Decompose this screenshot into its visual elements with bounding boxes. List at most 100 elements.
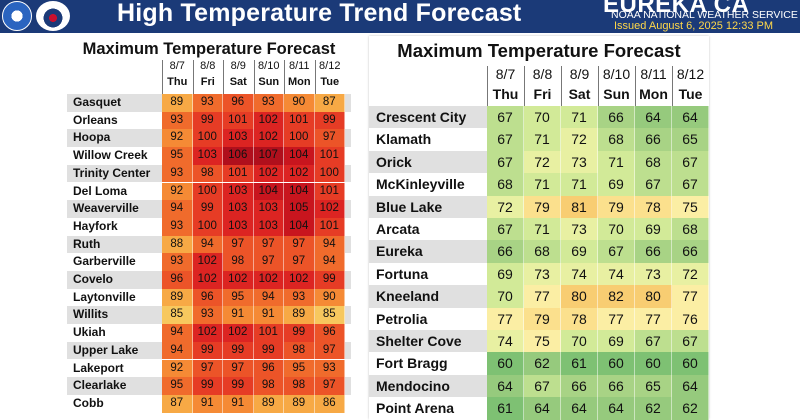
temperature-cell: 89 xyxy=(253,394,284,413)
temperature-cell: 99 xyxy=(223,341,254,360)
temperature-cell: 89 xyxy=(162,94,193,112)
temperature-cell: 104 xyxy=(284,217,315,236)
station-name: Lakeport xyxy=(73,360,124,375)
table-row: Point Arena 61 64 64 64 62 62 xyxy=(369,397,709,420)
temperature-cell: 102 xyxy=(253,111,284,130)
temperature-cell: 75 xyxy=(524,330,561,353)
temperature-cell: 99 xyxy=(284,324,315,342)
temperature-cell: 102 xyxy=(314,200,345,218)
left-table-title: Maximum Temperature Forecast xyxy=(82,40,336,58)
column-divider xyxy=(223,60,224,94)
temperature-cell: 76 xyxy=(672,307,709,330)
temperature-cell: 72 xyxy=(524,150,561,174)
station-name: Eureka xyxy=(376,243,423,260)
temperature-cell: 101 xyxy=(284,111,315,130)
temperature-cell: 72 xyxy=(487,195,524,218)
temperature-cell: 102 xyxy=(253,271,284,289)
temperature-cell: 90 xyxy=(284,94,315,112)
temperature-cell: 77 xyxy=(598,307,635,330)
temperature-cell: 85 xyxy=(314,306,345,325)
column-date: 8/7 xyxy=(169,60,185,72)
column-day: Tue xyxy=(678,86,703,102)
temperature-cell: 97 xyxy=(253,235,284,254)
temperature-cell: 66 xyxy=(598,374,635,398)
temperature-cell: 70 xyxy=(487,285,524,308)
temperature-cell: 104 xyxy=(253,182,284,201)
temperature-cell: 79 xyxy=(524,195,561,218)
column-divider xyxy=(192,60,194,94)
temperature-cell: 77 xyxy=(635,307,672,330)
temperature-cell: 67 xyxy=(672,150,709,174)
temperature-cell: 103 xyxy=(253,200,284,218)
temperature-cell: 61 xyxy=(561,352,598,375)
station-name: McKinleyville xyxy=(376,176,465,193)
temperature-cell: 99 xyxy=(253,341,284,360)
station-name: Clearlake xyxy=(73,378,127,393)
temperature-cell: 62 xyxy=(635,397,672,420)
temperature-cell: 89 xyxy=(284,306,315,325)
temperature-cell: 100 xyxy=(284,129,315,148)
temperature-cell: 60 xyxy=(672,352,709,375)
temperature-cell: 61 xyxy=(487,397,524,420)
temperature-cell: 69 xyxy=(635,218,672,241)
temperature-cell: 79 xyxy=(524,307,561,330)
table-row: Klamath 67 71 72 68 66 65 xyxy=(369,128,709,151)
temperature-cell: 67 xyxy=(672,330,709,353)
temperature-cell: 102 xyxy=(192,271,223,289)
station-name: Cobb xyxy=(73,395,104,410)
temperature-cell: 103 xyxy=(192,147,223,165)
temperature-cell: 97 xyxy=(223,235,254,254)
temperature-cell: 71 xyxy=(524,218,561,241)
temperature-cell: 99 xyxy=(192,341,223,360)
temperature-cell: 93 xyxy=(162,164,193,183)
column-divider xyxy=(487,66,488,106)
column-day: Sun xyxy=(258,76,280,88)
temperature-cell: 101 xyxy=(314,182,345,201)
temperature-cell: 97 xyxy=(223,359,254,378)
temperature-cell: 94 xyxy=(314,235,345,254)
temperature-cell: 67 xyxy=(635,173,672,196)
temperature-cell: 93 xyxy=(162,111,193,130)
column-divider xyxy=(524,66,525,106)
temperature-cell: 67 xyxy=(672,173,709,196)
temperature-cell: 99 xyxy=(192,377,223,395)
table-row: Weaverville 94 99 103 103 105 102 xyxy=(67,200,351,218)
temperature-cell: 105 xyxy=(284,200,315,218)
temperature-cell: 94 xyxy=(192,235,223,254)
station-name: Point Arena xyxy=(376,400,455,417)
temperature-cell: 102 xyxy=(223,271,254,289)
table-row: Mendocino 64 67 66 66 65 64 xyxy=(369,374,709,398)
station-name: Fort Bragg xyxy=(376,355,448,372)
temperature-cell: 101 xyxy=(223,164,254,183)
table-row: Kneeland 70 77 80 82 80 77 xyxy=(369,285,709,308)
temperature-cell: 68 xyxy=(487,173,524,196)
page-title: High Temperature Trend Forecast xyxy=(117,0,522,27)
table-row: Ukiah 94 102 102 101 99 96 xyxy=(67,324,351,342)
table-row: Willow Creek 95 103 106 107 104 101 xyxy=(67,147,351,165)
table-row: Covelo 96 102 102 102 102 99 xyxy=(67,271,351,289)
temperature-cell: 90 xyxy=(314,288,345,307)
column-date: 8/9 xyxy=(230,60,246,72)
temperature-cell: 65 xyxy=(672,128,709,151)
temperature-cell: 98 xyxy=(284,377,315,395)
table-row: Orick 67 72 73 71 68 67 xyxy=(369,150,709,174)
temperature-cell: 77 xyxy=(524,285,561,308)
table-row: Upper Lake 94 99 99 99 98 97 xyxy=(67,341,351,360)
temperature-cell: 93 xyxy=(284,288,315,307)
station-name: Mendocino xyxy=(376,377,450,394)
noaa-logo-icon xyxy=(2,1,32,31)
temperature-cell: 73 xyxy=(524,262,561,286)
temperature-cell: 67 xyxy=(487,106,524,129)
temperature-cell: 68 xyxy=(635,150,672,174)
temperature-cell: 107 xyxy=(253,147,284,165)
column-day: Sun xyxy=(603,86,630,102)
temperature-cell: 98 xyxy=(223,253,254,271)
temperature-cell: 64 xyxy=(672,374,709,398)
temperature-cell: 87 xyxy=(314,94,345,112)
temperature-cell: 95 xyxy=(162,377,193,395)
issued-timestamp: Issued August 6, 2025 12:33 PM xyxy=(614,20,774,32)
temperature-cell: 93 xyxy=(162,217,193,236)
temperature-cell: 97 xyxy=(253,253,284,271)
station-name: Willow Creek xyxy=(73,148,148,163)
station-name: Blue Lake xyxy=(376,198,443,215)
